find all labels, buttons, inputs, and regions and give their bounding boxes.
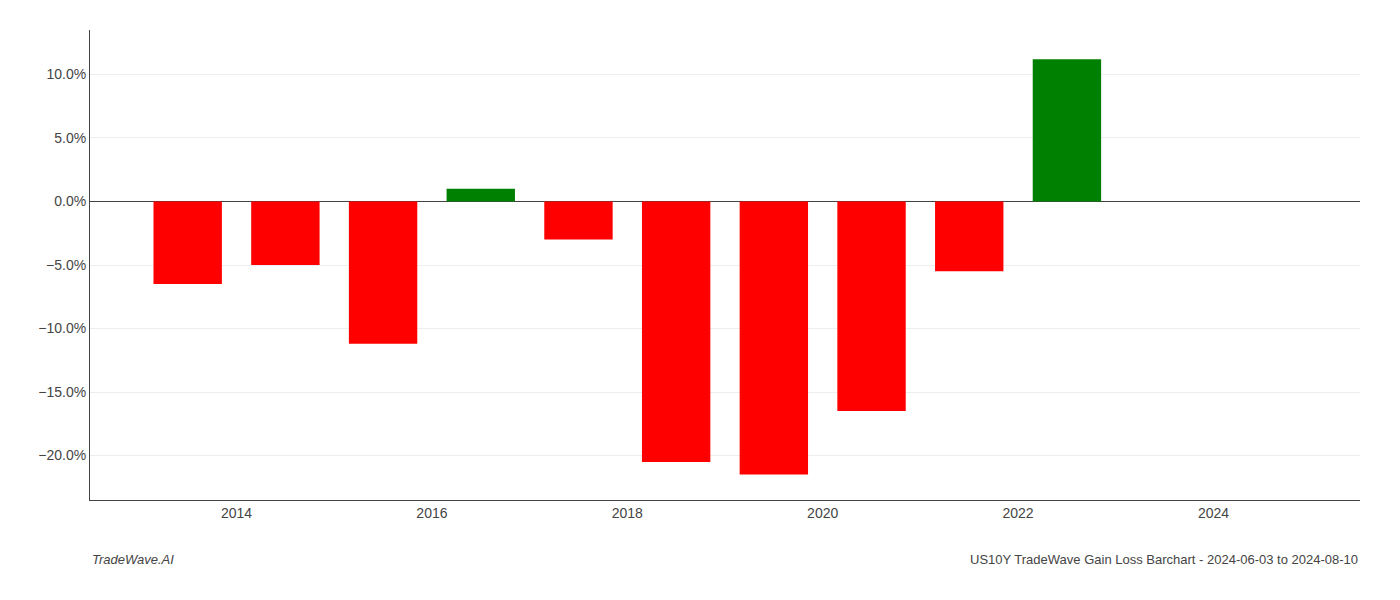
svg-text:−10.0%: −10.0% bbox=[38, 320, 86, 336]
svg-text:−20.0%: −20.0% bbox=[38, 447, 86, 463]
svg-text:2018: 2018 bbox=[612, 505, 643, 521]
svg-text:2016: 2016 bbox=[416, 505, 447, 521]
svg-text:TradeWave.AI: TradeWave.AI bbox=[92, 552, 174, 567]
svg-text:2022: 2022 bbox=[1003, 505, 1034, 521]
svg-text:−15.0%: −15.0% bbox=[38, 384, 86, 400]
svg-text:US10Y TradeWave Gain Loss Barc: US10Y TradeWave Gain Loss Barchart - 202… bbox=[970, 552, 1358, 567]
svg-text:5.0%: 5.0% bbox=[54, 130, 86, 146]
svg-text:0.0%: 0.0% bbox=[54, 193, 86, 209]
svg-text:2020: 2020 bbox=[807, 505, 838, 521]
svg-text:10.0%: 10.0% bbox=[46, 66, 86, 82]
svg-text:−5.0%: −5.0% bbox=[46, 257, 86, 273]
svg-text:2014: 2014 bbox=[221, 505, 252, 521]
svg-text:2024: 2024 bbox=[1198, 505, 1229, 521]
